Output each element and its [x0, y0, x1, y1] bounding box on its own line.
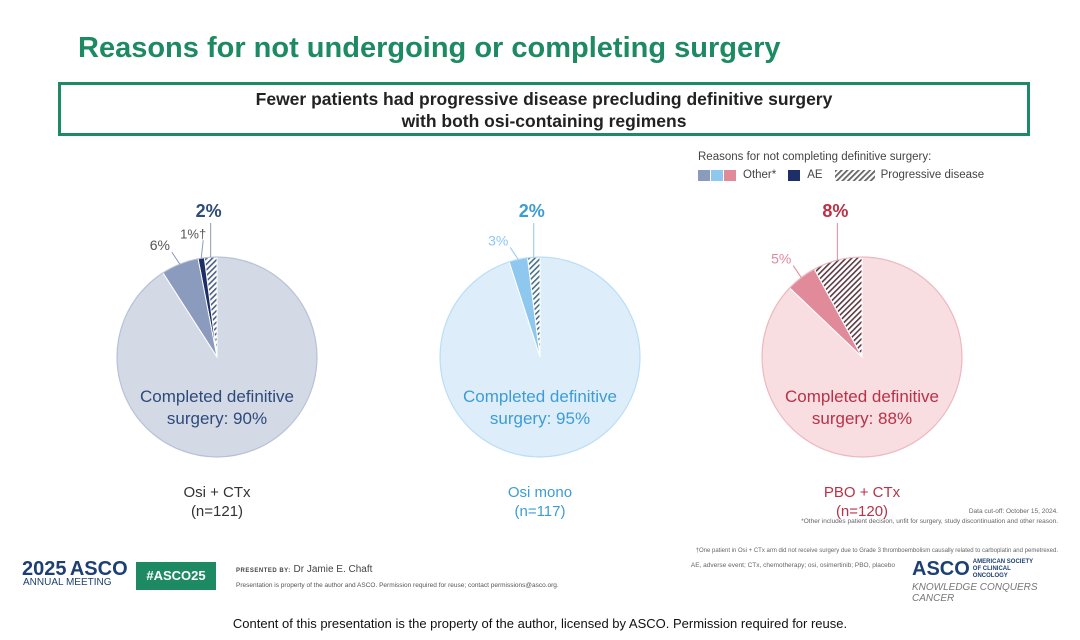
slide-footer: 2025 ASCO ANNUAL MEETING #ASCO25 PRESENT… — [0, 508, 1080, 640]
property-note: Presentation is property of the author a… — [236, 582, 559, 589]
pie-1-ae-leader — [200, 240, 204, 259]
pie-1-label-progressive-disease: 2% — [196, 201, 222, 221]
pie-1-outline — [116, 256, 318, 458]
pie-1-label-ae: 1%† — [180, 226, 206, 241]
key-message-line-2: with both osi-containing regimens — [401, 111, 687, 131]
presenter-line: PRESENTED BY: Dr Jamie E. Chaft — [236, 564, 372, 575]
pie-3-group-label: PBO + CTx — [824, 484, 901, 501]
key-message-box: Fewer patients had progressive disease p… — [58, 82, 1030, 136]
legend-swatch-other-1 — [698, 169, 710, 181]
asco-annual-meeting-logo: 2025 ASCO ANNUAL MEETING — [22, 559, 128, 589]
legend-swatch-other-3 — [724, 169, 736, 181]
slide-title: Reasons for not undergoing or completing… — [78, 32, 781, 64]
pie-1-other-leader — [171, 251, 181, 265]
asco-name: ASCO — [69, 557, 128, 580]
pie-1-group-label: Osi + CTx — [183, 484, 251, 501]
legend-swatch-other-2 — [711, 169, 723, 181]
pie-3-label-progressive-disease: 8% — [822, 201, 848, 221]
chart-legend: Reasons for not completing definitive su… — [698, 151, 996, 181]
pie-2-label-other: 3% — [488, 232, 508, 248]
pie-2-n-label: (n=117) — [514, 503, 565, 520]
legend-swatch-ae — [788, 169, 801, 181]
pie-2-label-progressive-disease: 2% — [519, 201, 545, 221]
asco-year: 2025 — [22, 557, 67, 580]
pie-2-other-leader — [509, 247, 519, 260]
pie-charts: Completed definitive surgery: 90% Osi + CT… — [116, 201, 963, 520]
pie-3-center-label-2: surgery: 88% — [812, 409, 912, 428]
key-message-line-1: Fewer patients had progressive disease p… — [255, 89, 833, 109]
hashtag-badge: #ASCO25 — [136, 562, 216, 590]
legend-title: Reasons for not completing definitive su… — [698, 151, 932, 163]
pie-3-label-other: 5% — [771, 251, 791, 267]
pie-1-label-other: 6% — [150, 237, 170, 253]
pie-3-other-leader — [792, 265, 802, 278]
asco-society-logo: ASCO AMERICAN SOCIETY OF CLINICAL ONCOLOG… — [912, 558, 1043, 581]
legend-label-other: Other* — [743, 169, 777, 181]
asco-logo-text: ASCO — [912, 558, 970, 580]
asco-meeting: ANNUAL MEETING — [23, 576, 112, 588]
pie-2-outline — [439, 256, 641, 458]
pie-2-center-label-2: surgery: 95% — [490, 409, 590, 428]
copyright-disclaimer: Content of this presentation is the prop… — [232, 616, 848, 631]
legend-label-ae: AE — [807, 169, 823, 181]
legend-swatch-progressive-disease — [834, 169, 875, 181]
asco-society-name: AMERICAN SOCIETY OF CLINICAL ONCOLOGY — [972, 559, 1034, 580]
pie-3-center-label-1: Completed definitive — [785, 387, 939, 406]
pie-3-outline — [761, 256, 963, 458]
pie-1-n-label: (n=121) — [191, 503, 243, 520]
pie-1-center-label-2: surgery: 90% — [167, 409, 267, 428]
pie-2-center-label-1: Completed definitive — [463, 387, 617, 406]
asco-tagline: KNOWLEDGE CONQUERS CANCER — [912, 582, 1038, 604]
footnote-abbreviations: AE, adverse event; CTx, chemotherapy; os… — [690, 562, 895, 569]
pie-3-n-label: (n=120) — [836, 503, 888, 520]
footnote-other: *Other includes patient decision, unfit … — [801, 518, 1058, 525]
pie-1-center-label-1: Completed definitive — [140, 387, 294, 406]
presented-by-label: PRESENTED BY: — [236, 568, 291, 574]
footnote-data-cutoff: Data cut-off: October 15, 2024. — [968, 508, 1058, 515]
presenter-name: Dr Jamie E. Chaft — [293, 564, 373, 575]
pie-2-group-label: Osi mono — [508, 484, 572, 501]
footnote-dagger: †One patient in Osi + CTx arm did not re… — [695, 548, 1058, 554]
legend-label-progressive-disease: Progressive disease — [880, 169, 985, 181]
